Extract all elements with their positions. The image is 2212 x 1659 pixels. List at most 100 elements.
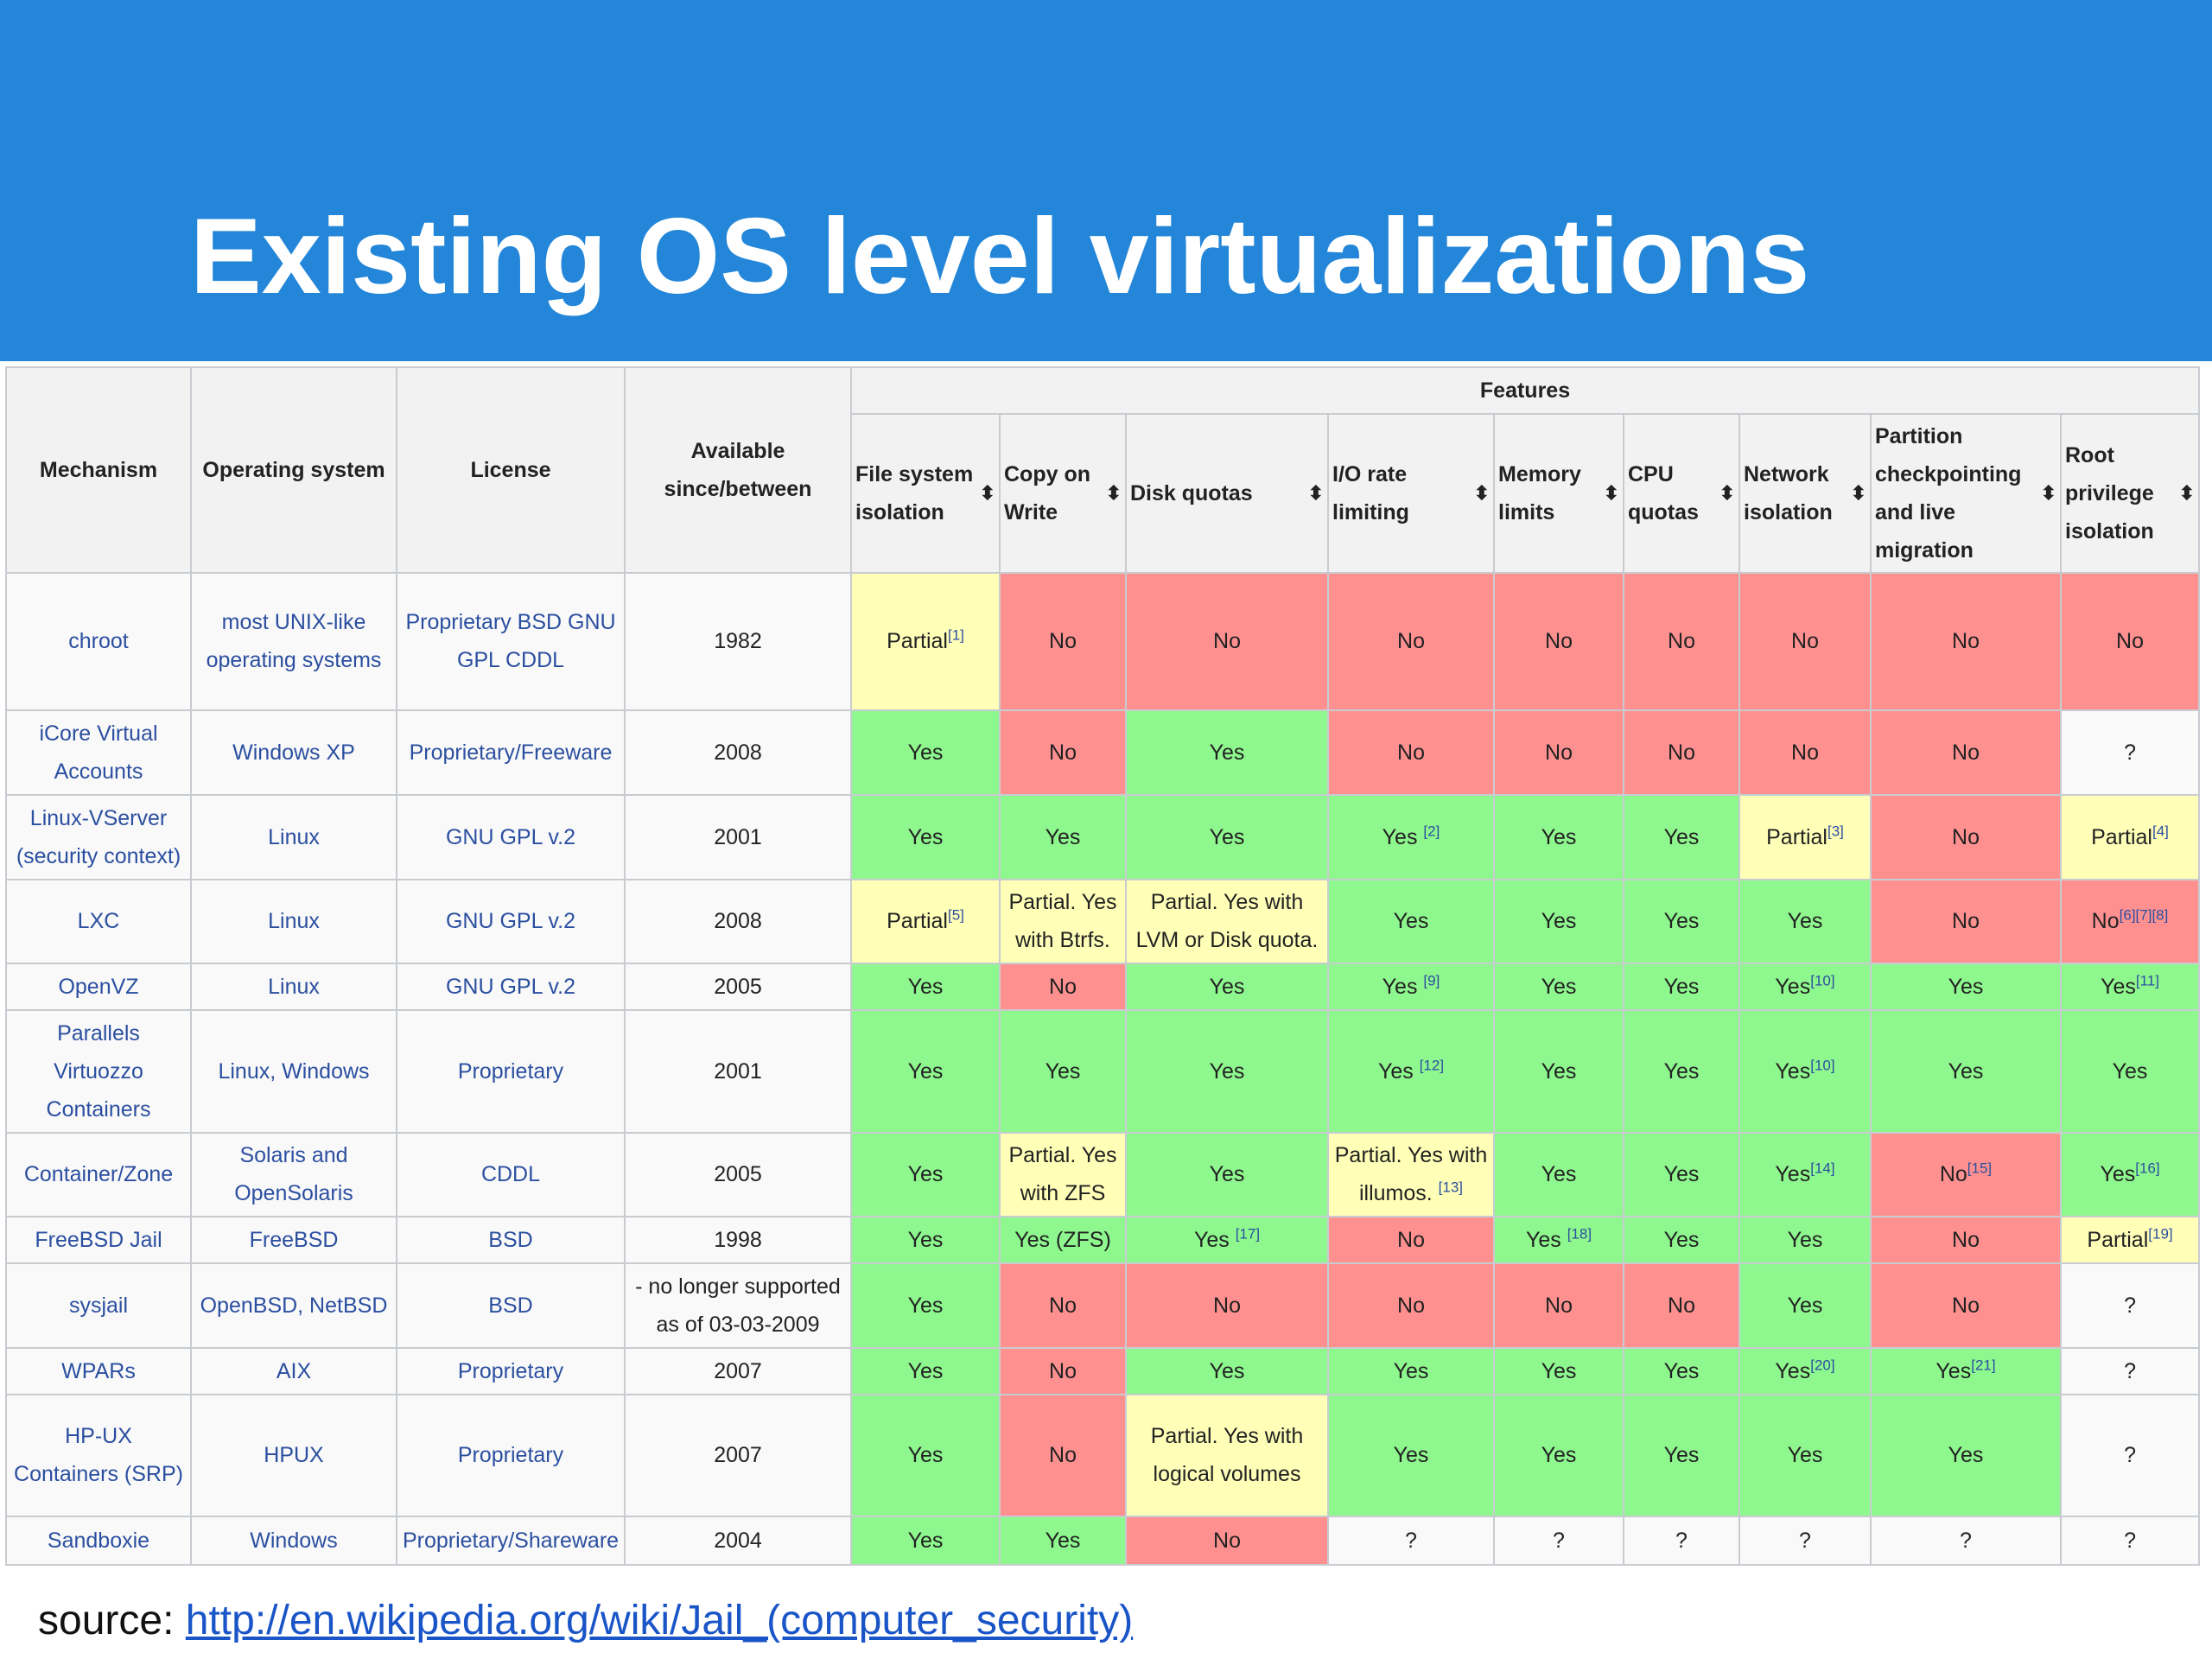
feature-cell: Yes[20] bbox=[1738, 1347, 1872, 1396]
feature-value: Yes bbox=[2112, 1058, 2148, 1084]
reference-link[interactable]: [12] bbox=[1419, 1057, 1445, 1074]
reference-link[interactable]: [10] bbox=[1810, 972, 1835, 989]
license-cell[interactable]: GNU GPL v.2 bbox=[396, 879, 626, 964]
sort-icon[interactable]: ⬍ bbox=[1307, 482, 1324, 504]
header-feature-7[interactable]: Partition checkpointing and live migrati… bbox=[1870, 413, 2062, 574]
reference-link[interactable]: [18] bbox=[1567, 1225, 1592, 1243]
sort-icon[interactable]: ⬍ bbox=[2178, 482, 2196, 504]
mechanism-cell[interactable]: FreeBSD Jail bbox=[5, 1215, 192, 1264]
reference-link[interactable]: [17] bbox=[1235, 1225, 1261, 1243]
feature-value: No bbox=[1213, 629, 1241, 654]
feature-cell: No bbox=[999, 1262, 1127, 1350]
os-cell[interactable]: Windows bbox=[190, 1515, 397, 1567]
reference-link[interactable]: [9] bbox=[1423, 972, 1440, 989]
license-cell[interactable]: CDDL bbox=[396, 1132, 626, 1217]
header-feature-2[interactable]: Disk quotas ⬍ bbox=[1125, 413, 1329, 574]
os-cell[interactable]: Windows XP bbox=[190, 709, 397, 796]
mechanism-cell[interactable]: HP-UX Containers (SRP) bbox=[5, 1394, 192, 1517]
sort-icon[interactable]: ⬍ bbox=[1603, 482, 1619, 504]
os-cell[interactable]: Solaris and OpenSolaris bbox=[190, 1132, 397, 1217]
feature-cell: Yes (ZFS) bbox=[999, 1215, 1127, 1264]
header-feature-8[interactable]: Root privilege isolation ⬍ bbox=[2059, 413, 2201, 574]
license-cell[interactable]: Proprietary bbox=[396, 1394, 626, 1517]
reference-link[interactable]: [21] bbox=[1971, 1357, 1996, 1374]
reference-link[interactable]: [3] bbox=[1827, 823, 1844, 840]
license-cell[interactable]: GNU GPL v.2 bbox=[396, 962, 626, 1011]
os-cell[interactable]: most UNIX-like operating systems bbox=[190, 572, 397, 711]
reference-link[interactable]: [4] bbox=[2152, 823, 2169, 840]
os-cell[interactable]: Linux bbox=[190, 962, 397, 1011]
feature-cell: Partial. Yes with Btrfs. bbox=[999, 879, 1127, 964]
sort-icon[interactable]: ⬍ bbox=[2040, 482, 2056, 504]
feature-cell: Yes bbox=[1738, 879, 1872, 964]
reference-link[interactable]: [6][7][8] bbox=[2119, 907, 2169, 925]
reference-link[interactable]: [16] bbox=[2135, 1160, 2160, 1178]
feature-header-label: Disk quotas bbox=[1130, 481, 1253, 505]
header-feature-0[interactable]: File system isolation ⬍ bbox=[850, 413, 1001, 574]
reference-link[interactable]: [14] bbox=[1810, 1160, 1835, 1178]
reference-link[interactable]: [1] bbox=[947, 626, 964, 644]
license-cell[interactable]: GNU GPL v.2 bbox=[396, 793, 626, 881]
sort-icon[interactable]: ⬍ bbox=[1473, 482, 1490, 504]
license-cell[interactable]: Proprietary bbox=[396, 1008, 626, 1135]
os-cell[interactable]: Linux bbox=[190, 879, 397, 964]
feature-value: No bbox=[1397, 629, 1425, 654]
feature-value: ? bbox=[2124, 740, 2136, 765]
feature-value: Yes bbox=[1541, 1162, 1577, 1187]
feature-cell: Yes bbox=[850, 962, 1001, 1011]
header-feature-5[interactable]: CPU quotas ⬍ bbox=[1623, 413, 1740, 574]
feature-value: Yes bbox=[1948, 1443, 1984, 1468]
header-feature-4[interactable]: Memory limits ⬍ bbox=[1493, 413, 1624, 574]
mechanism-cell[interactable]: Container/Zone bbox=[5, 1132, 192, 1217]
mechanism-cell[interactable]: WPARs bbox=[5, 1347, 192, 1396]
license-cell[interactable]: Proprietary/Shareware bbox=[396, 1515, 626, 1567]
header-feature-6[interactable]: Network isolation ⬍ bbox=[1738, 413, 1872, 574]
mechanism-cell[interactable]: iCore Virtual Accounts bbox=[5, 709, 192, 796]
mechanism-cell[interactable]: Linux-VServer (security context) bbox=[5, 793, 192, 881]
feature-header-label: Copy on Write bbox=[1004, 462, 1090, 524]
header-available-since: Available since/between bbox=[624, 366, 852, 574]
license-cell[interactable]: BSD bbox=[396, 1262, 626, 1350]
feature-value: Yes bbox=[1541, 1058, 1577, 1084]
feature-value: Partial bbox=[2091, 825, 2152, 850]
reference-link[interactable]: [5] bbox=[947, 907, 964, 925]
mechanism-cell[interactable]: LXC bbox=[5, 879, 192, 964]
os-cell[interactable]: OpenBSD, NetBSD bbox=[190, 1262, 397, 1350]
reference-link[interactable]: [2] bbox=[1423, 823, 1440, 840]
header-feature-1[interactable]: Copy on Write ⬍ bbox=[999, 413, 1127, 574]
mechanism-cell[interactable]: chroot bbox=[5, 572, 192, 711]
sort-icon[interactable]: ⬍ bbox=[1850, 482, 1866, 504]
license-cell[interactable]: Proprietary BSD GNU GPL CDDL bbox=[396, 572, 626, 711]
mechanism-cell[interactable]: Parallels Virtuozzo Containers bbox=[5, 1008, 192, 1135]
os-cell[interactable]: Linux, Windows bbox=[190, 1008, 397, 1135]
mechanism-cell[interactable]: OpenVZ bbox=[5, 962, 192, 1011]
mechanism-cell[interactable]: Sandboxie bbox=[5, 1515, 192, 1567]
reference-link[interactable]: [15] bbox=[1967, 1160, 1993, 1178]
feature-value: Yes bbox=[907, 974, 944, 999]
license-cell[interactable]: BSD bbox=[396, 1215, 626, 1264]
os-cell[interactable]: AIX bbox=[190, 1347, 397, 1396]
sort-icon[interactable]: ⬍ bbox=[1719, 482, 1735, 504]
available-cell: 2004 bbox=[624, 1515, 852, 1567]
feature-cell: Yes bbox=[850, 1515, 1001, 1567]
feature-value: No bbox=[1952, 740, 1980, 765]
os-cell[interactable]: FreeBSD bbox=[190, 1215, 397, 1264]
feature-value: No bbox=[1049, 1443, 1077, 1468]
sort-icon[interactable]: ⬍ bbox=[1105, 482, 1122, 504]
os-cell[interactable]: Linux bbox=[190, 793, 397, 881]
header-feature-3[interactable]: I/O rate limiting ⬍ bbox=[1327, 413, 1495, 574]
os-cell[interactable]: HPUX bbox=[190, 1394, 397, 1517]
mechanism-cell[interactable]: sysjail bbox=[5, 1262, 192, 1350]
reference-link[interactable]: [13] bbox=[1438, 1179, 1464, 1197]
license-cell[interactable]: Proprietary/Freeware bbox=[396, 709, 626, 796]
feature-value: Partial. Yes with LVM or Disk quota. bbox=[1135, 890, 1319, 953]
reference-link[interactable]: [10] bbox=[1810, 1057, 1835, 1074]
sort-icon[interactable]: ⬍ bbox=[979, 482, 995, 504]
license-cell[interactable]: Proprietary bbox=[396, 1347, 626, 1396]
reference-link[interactable]: [11] bbox=[2135, 972, 2159, 989]
reference-link[interactable]: [20] bbox=[1810, 1357, 1835, 1374]
reference-link[interactable]: [19] bbox=[2148, 1225, 2173, 1243]
source-link[interactable]: http://en.wikipedia.org/wiki/Jail_(compu… bbox=[185, 1598, 1134, 1643]
table-row: OpenVZ Linux GNU GPL v.2 2005 Yes No Yes Yes [9… bbox=[5, 962, 2201, 1011]
feature-cell: Yes bbox=[999, 1008, 1127, 1135]
